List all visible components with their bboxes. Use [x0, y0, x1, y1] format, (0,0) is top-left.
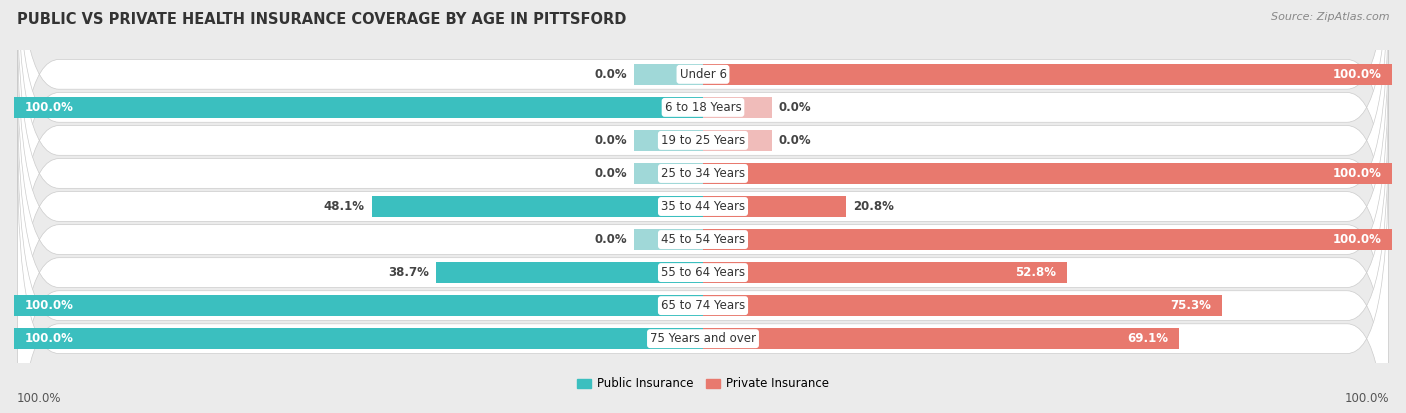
- Bar: [703, 196, 846, 217]
- Bar: [703, 262, 1067, 283]
- Text: 65 to 74 Years: 65 to 74 Years: [661, 299, 745, 312]
- Text: 25 to 34 Years: 25 to 34 Years: [661, 167, 745, 180]
- FancyBboxPatch shape: [17, 122, 1389, 413]
- Text: 6 to 18 Years: 6 to 18 Years: [665, 101, 741, 114]
- Text: 100.0%: 100.0%: [1333, 233, 1382, 246]
- Text: 52.8%: 52.8%: [1015, 266, 1056, 279]
- Text: Under 6: Under 6: [679, 68, 727, 81]
- Text: 0.0%: 0.0%: [779, 101, 811, 114]
- Text: 100.0%: 100.0%: [1333, 167, 1382, 180]
- Bar: [371, 196, 703, 217]
- Bar: [703, 163, 1392, 184]
- Text: 0.0%: 0.0%: [779, 134, 811, 147]
- Text: 48.1%: 48.1%: [323, 200, 364, 213]
- Bar: [634, 229, 703, 250]
- Text: 0.0%: 0.0%: [595, 233, 627, 246]
- Bar: [14, 328, 703, 349]
- Text: Source: ZipAtlas.com: Source: ZipAtlas.com: [1271, 12, 1389, 22]
- Legend: Public Insurance, Private Insurance: Public Insurance, Private Insurance: [572, 373, 834, 395]
- FancyBboxPatch shape: [17, 0, 1389, 357]
- Text: 38.7%: 38.7%: [388, 266, 429, 279]
- Bar: [634, 64, 703, 85]
- Text: 75.3%: 75.3%: [1171, 299, 1212, 312]
- Bar: [14, 97, 703, 118]
- FancyBboxPatch shape: [17, 89, 1389, 413]
- Bar: [436, 262, 703, 283]
- Text: 100.0%: 100.0%: [24, 332, 73, 345]
- Text: 100.0%: 100.0%: [1333, 68, 1382, 81]
- Text: 0.0%: 0.0%: [595, 167, 627, 180]
- Text: 100.0%: 100.0%: [24, 299, 73, 312]
- Bar: [703, 229, 1392, 250]
- Bar: [703, 97, 772, 118]
- FancyBboxPatch shape: [17, 0, 1389, 324]
- FancyBboxPatch shape: [17, 23, 1389, 390]
- Text: 100.0%: 100.0%: [17, 392, 62, 405]
- Text: PUBLIC VS PRIVATE HEALTH INSURANCE COVERAGE BY AGE IN PITTSFORD: PUBLIC VS PRIVATE HEALTH INSURANCE COVER…: [17, 12, 626, 27]
- Text: 19 to 25 Years: 19 to 25 Years: [661, 134, 745, 147]
- Bar: [703, 130, 772, 151]
- Text: 0.0%: 0.0%: [595, 134, 627, 147]
- Bar: [703, 328, 1180, 349]
- Bar: [14, 295, 703, 316]
- Text: 35 to 44 Years: 35 to 44 Years: [661, 200, 745, 213]
- FancyBboxPatch shape: [17, 0, 1389, 291]
- FancyBboxPatch shape: [17, 56, 1389, 413]
- FancyBboxPatch shape: [17, 155, 1389, 413]
- Bar: [634, 163, 703, 184]
- Text: 100.0%: 100.0%: [24, 101, 73, 114]
- Text: 75 Years and over: 75 Years and over: [650, 332, 756, 345]
- Bar: [703, 64, 1392, 85]
- Bar: [703, 295, 1222, 316]
- Text: 100.0%: 100.0%: [1344, 392, 1389, 405]
- Bar: [634, 130, 703, 151]
- Text: 20.8%: 20.8%: [853, 200, 894, 213]
- Text: 45 to 54 Years: 45 to 54 Years: [661, 233, 745, 246]
- Text: 55 to 64 Years: 55 to 64 Years: [661, 266, 745, 279]
- Text: 0.0%: 0.0%: [595, 68, 627, 81]
- Text: 69.1%: 69.1%: [1128, 332, 1168, 345]
- FancyBboxPatch shape: [17, 0, 1389, 258]
